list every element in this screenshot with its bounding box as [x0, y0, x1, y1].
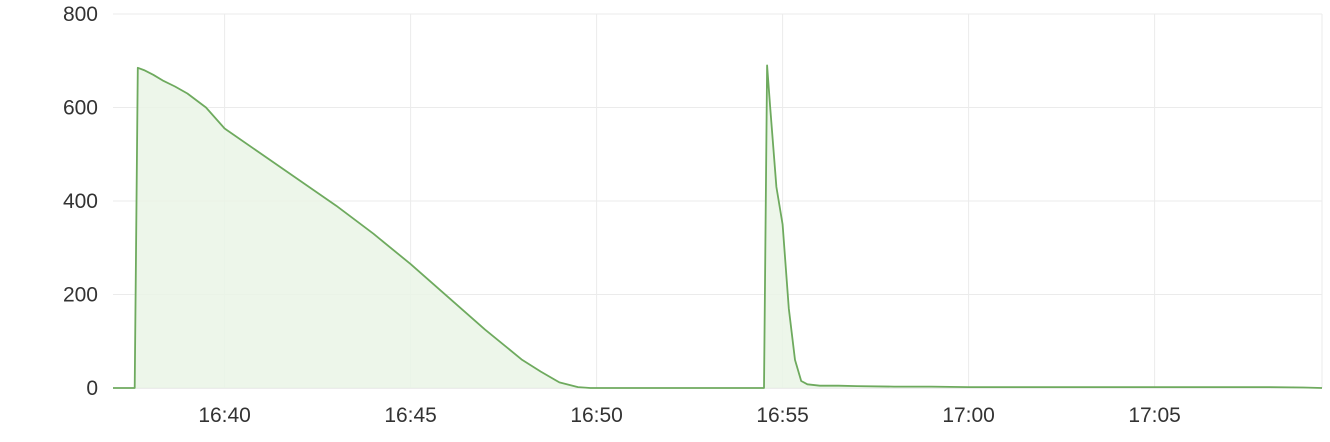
plot-layer [113, 64, 1323, 389]
y-tick-label: 200 [63, 284, 98, 307]
x-tick-label: 17:00 [942, 404, 995, 427]
series-area-fill-0 [113, 65, 1322, 389]
x-tick-label: 16:55 [756, 404, 809, 427]
x-tick-label: 17:05 [1128, 404, 1181, 427]
y-tick-label: 0 [86, 377, 98, 400]
x-axis-ticks: 16:40 16:45 16:50 16:55 17:00 17:05 [198, 404, 1181, 427]
x-tick-label: 16:40 [198, 404, 251, 427]
y-tick-label: 400 [63, 190, 98, 213]
x-tick-label: 16:50 [570, 404, 623, 427]
y-tick-label: 600 [63, 97, 98, 120]
y-tick-label: 800 [63, 3, 98, 26]
x-tick-label: 16:45 [384, 404, 437, 427]
series-line-0 [113, 64, 1323, 389]
y-axis-ticks: 0 200 400 600 800 [63, 3, 98, 400]
